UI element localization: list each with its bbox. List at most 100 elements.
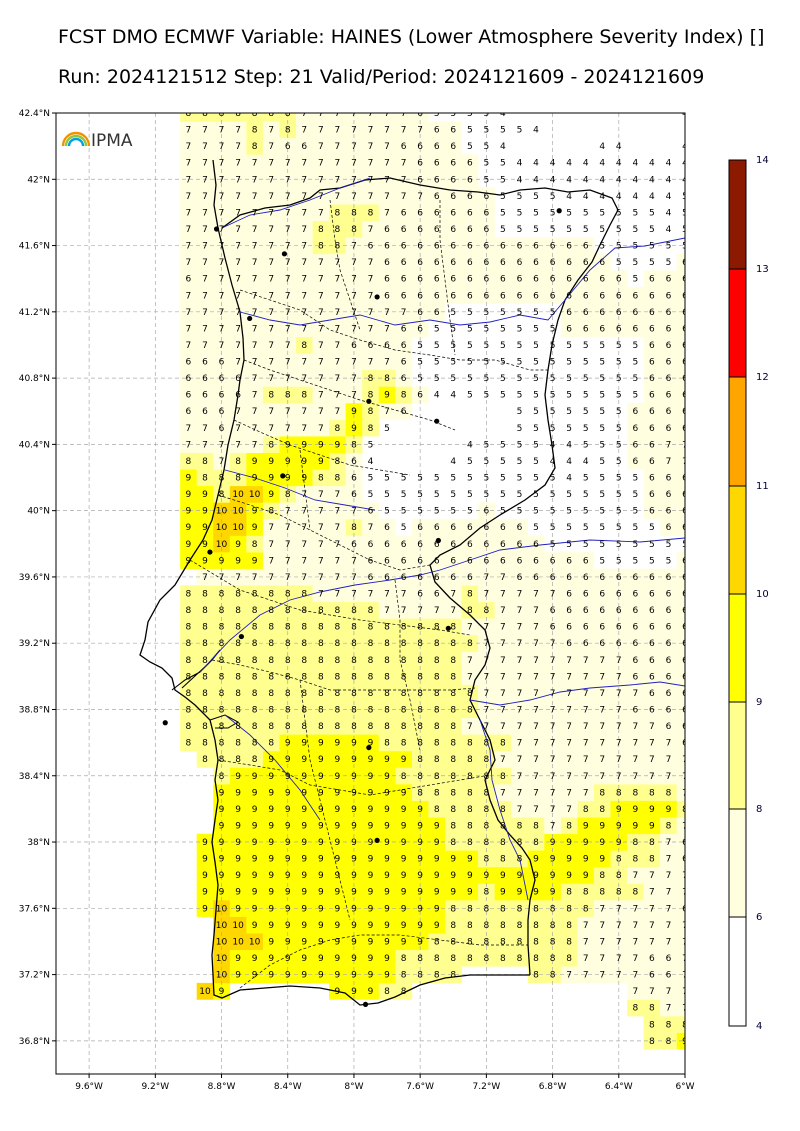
- grid-cell-value: 4: [632, 159, 638, 169]
- grid-cell-fill: [445, 55, 462, 72]
- grid-cell-fill: [196, 320, 214, 337]
- grid-cell-value: 8: [616, 888, 622, 898]
- grid-cell-fill: [180, 286, 197, 304]
- grid-cell-value: 7: [599, 672, 605, 682]
- grid-cell-value: 7: [666, 921, 672, 931]
- grid-cell-value: 8: [434, 672, 440, 682]
- grid-cell-value: 8: [186, 656, 192, 666]
- chart-subtitle: Run: 2024121512 Step: 21 Valid/Period: 2…: [58, 66, 705, 88]
- grid-cell-value: 9: [186, 523, 192, 533]
- grid-cell-value: 9: [533, 871, 539, 881]
- grid-cell-value: 6: [202, 358, 208, 368]
- grid-cell-fill: [395, 883, 413, 901]
- grid-cell-value: 7: [202, 258, 208, 268]
- grid-cell-fill: [676, 1016, 685, 1033]
- grid-cell-fill: [196, 982, 214, 1000]
- grid-cell-value: 7: [268, 540, 274, 550]
- grid-cell-fill: [362, 817, 380, 835]
- grid-cell-fill: [643, 618, 661, 636]
- lon-tick-label: 6.4°W: [605, 1082, 633, 1092]
- grid-cell-fill: [213, 900, 231, 917]
- grid-cell-fill: [610, 717, 628, 735]
- grid-cell-value: 8: [517, 937, 523, 947]
- grid-cell-value: 6: [417, 540, 423, 550]
- grid-cell-value: 8: [351, 672, 357, 682]
- grid-cell-value: 7: [285, 242, 291, 252]
- river-douro: [239, 237, 685, 326]
- grid-cell-fill: [461, 518, 479, 536]
- grid-cell-fill: [676, 402, 685, 420]
- grid-cell-fill: [312, 651, 330, 669]
- grid-cell-value: 4: [666, 59, 672, 69]
- grid-cell-value: 6: [666, 606, 672, 616]
- grid-cell-fill: [660, 999, 678, 1017]
- grid-cell-value: 9: [318, 871, 324, 881]
- grid-cell-value: 6: [517, 59, 523, 69]
- grid-cell-value: 6: [417, 92, 423, 102]
- grid-cell-value: 6: [450, 192, 456, 202]
- grid-cell-fill: [246, 55, 263, 72]
- grid-cell-value: 7: [252, 258, 258, 268]
- grid-cell-value: 4: [682, 59, 688, 69]
- grid-cell-value: 6: [450, 258, 456, 268]
- grid-cell-value: 7: [566, 788, 572, 798]
- grid-cell-value: 5: [434, 341, 440, 351]
- grid-cell-value: 8: [417, 656, 423, 666]
- grid-cell-fill: [345, 187, 363, 205]
- grid-cell-fill: [494, 916, 512, 934]
- grid-cell-value: 9: [301, 788, 307, 798]
- grid-cell-fill: [478, 220, 495, 238]
- grid-cell-value: 10: [216, 971, 228, 981]
- grid-cell-value: 8: [318, 623, 324, 633]
- grid-cell-fill: [180, 651, 197, 669]
- grid-cell-value: 10: [216, 937, 228, 947]
- grid-cell-value: 7: [632, 987, 638, 997]
- grid-cell-value: 9: [351, 987, 357, 997]
- grid-cell-value: 7: [649, 937, 655, 947]
- grid-cell-value: 4: [500, 109, 506, 119]
- grid-cell-value: 6: [235, 374, 241, 384]
- grid-cell-fill: [660, 419, 678, 437]
- grid-cell-value: 5: [666, 540, 672, 550]
- grid-cell-fill: [428, 121, 446, 139]
- grid-cell-value: 9: [235, 888, 241, 898]
- grid-cell-fill: [362, 850, 380, 868]
- grid-cell-value: 7: [533, 805, 539, 815]
- grid-cell-value: 9: [235, 871, 241, 881]
- grid-cell-fill: [362, 900, 380, 917]
- grid-cell-fill: [610, 585, 628, 603]
- grid-cell-value: 5: [500, 159, 506, 169]
- grid-cell-value: 6: [682, 490, 688, 500]
- grid-cell-value: 6: [550, 606, 556, 616]
- grid-cell-value: 8: [301, 341, 307, 351]
- grid-cell-fill: [428, 800, 446, 818]
- grid-cell-value: 9: [301, 805, 307, 815]
- grid-cell-value: 9: [252, 871, 258, 881]
- grid-cell-value: 9: [285, 788, 291, 798]
- grid-cell-value: 8: [517, 921, 523, 931]
- grid-cell-value: 9: [417, 888, 423, 898]
- grid-cell-fill: [312, 585, 330, 603]
- grid-cell-value: 8: [500, 772, 506, 782]
- grid-cell-value: 7: [368, 109, 374, 119]
- grid-cell-value: 7: [682, 788, 688, 798]
- grid-cell-value: 5: [599, 391, 605, 401]
- grid-cell-value: 8: [533, 838, 539, 848]
- grid-cell-fill: [345, 237, 363, 255]
- grid-cell-fill: [511, 916, 529, 934]
- grid-cell-fill: [461, 883, 479, 901]
- grid-cell-value: 6: [649, 639, 655, 649]
- grid-cell-fill: [312, 883, 330, 901]
- grid-cell-value: 7: [583, 971, 589, 981]
- grid-cell-fill: [461, 286, 479, 304]
- grid-cell-value: 5: [450, 507, 456, 517]
- grid-cell-value: 7: [583, 937, 589, 947]
- grid-cell-fill: [494, 833, 512, 851]
- river-guadiana-south: [479, 719, 529, 901]
- grid-cell-value: 7: [268, 76, 274, 86]
- grid-cell-value: 7: [467, 59, 473, 69]
- grid-cell-value: 6: [599, 308, 605, 318]
- grid-cell-value: 5: [550, 523, 556, 533]
- international-border: [221, 177, 619, 976]
- grid-cell-fill: [444, 154, 462, 172]
